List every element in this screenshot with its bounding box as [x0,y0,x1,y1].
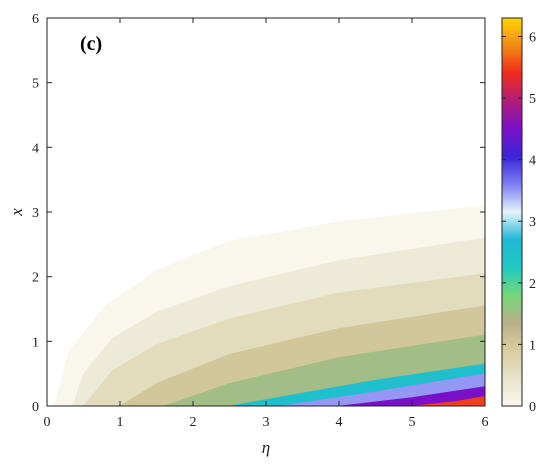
colorbar-tick-label: 4 [529,154,536,169]
y-tick-label: 1 [32,335,39,350]
colorbar-tick-label: 5 [529,92,536,107]
colorbar-tick-label: 0 [529,400,536,415]
y-tick-label: 4 [32,141,39,156]
y-axis: 0 1 2 3 4 5 6 [32,12,485,415]
x-tick-label: 2 [190,415,197,430]
colorbar [501,17,523,407]
colorbar-tick-label: 6 [529,30,536,45]
x-axis-label: η [262,438,270,457]
x-tick-label: 6 [482,415,489,430]
y-tick-label: 3 [32,206,39,221]
colorbar-ticks: 0 1 2 3 4 5 6 [502,30,536,415]
colorbar-tick-label: 2 [529,277,536,292]
x-tick-label: 4 [336,415,343,430]
y-tick-label: 5 [32,77,39,92]
y-tick-label: 6 [32,12,39,27]
y-tick-label: 0 [32,400,39,415]
x-axis: 0 1 2 3 4 5 6 [44,18,489,430]
y-tick-label: 2 [32,271,39,286]
contour-bands [54,205,485,406]
colorbar-tick-label: 1 [529,338,536,353]
contour-band-8 [338,386,485,406]
contour-band-9 [411,396,485,406]
x-tick-label: 3 [263,415,270,430]
y-axis-label: x [7,208,26,217]
colorbar-tick-label: 3 [529,215,536,230]
x-tick-label: 5 [409,415,416,430]
panel-label: (c) [80,33,102,55]
x-tick-label: 0 [44,415,51,430]
x-tick-label: 1 [117,415,124,430]
